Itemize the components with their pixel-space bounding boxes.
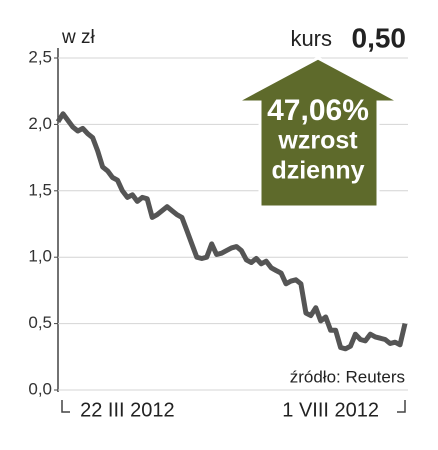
source: źródło: Reuters [290, 367, 405, 386]
price-value: 0,50 [352, 22, 407, 53]
y-tick-label: 2,5 [28, 47, 52, 66]
y-tick-label: 0,0 [28, 379, 52, 398]
price-line [55, 111, 408, 352]
change-line: wzrost [277, 127, 358, 155]
change-value: 47,06% [267, 94, 369, 127]
y-tick-label: 1,0 [28, 247, 52, 266]
y-tick-label: 1,5 [28, 180, 52, 199]
y-tick-label: 2,0 [28, 114, 52, 133]
x-tick-label: 1 VIII 2012 [282, 399, 379, 421]
change-arrow [235, 56, 401, 209]
x-range-bracket [61, 400, 406, 413]
unit-label: w zł [61, 27, 96, 48]
price-label: kurs [290, 26, 332, 51]
x-tick-label: 22 III 2012 [80, 399, 175, 421]
change-line: dzienny [271, 157, 364, 185]
y-tick-label: 0,5 [28, 313, 52, 332]
plot: 0,0 0,5 1,0 1,5 2,0 2,5 22 III 2012 1 VIII 2012 [28, 47, 408, 421]
